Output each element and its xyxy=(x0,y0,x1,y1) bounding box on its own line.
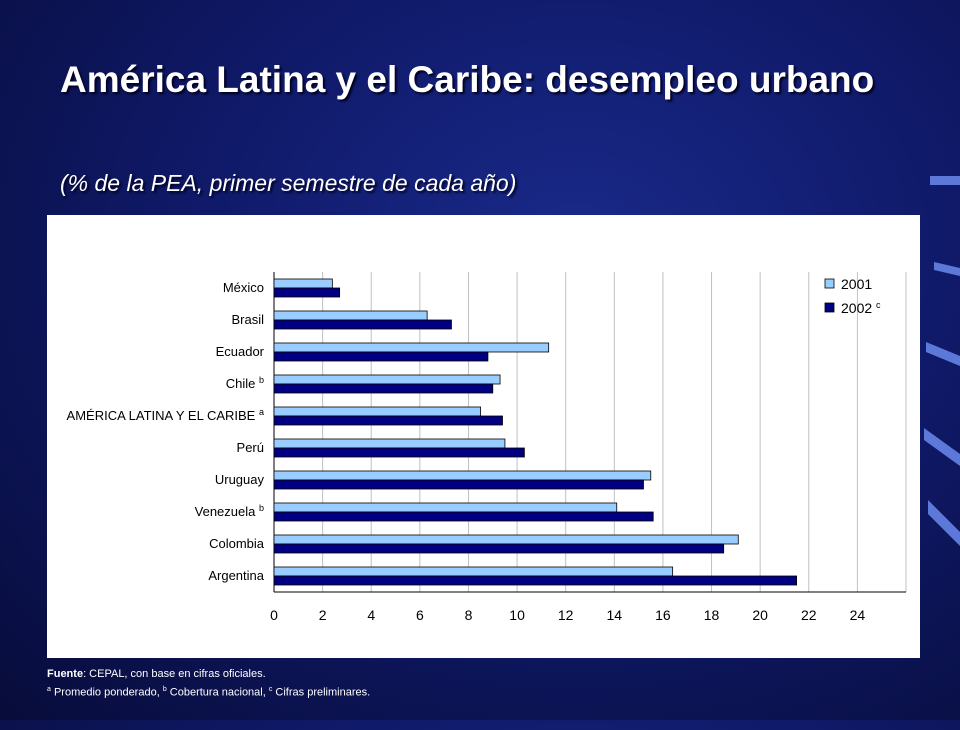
bar-2002 xyxy=(273,415,503,426)
x-tick-label: 6 xyxy=(416,607,424,623)
bar-2001 xyxy=(273,534,739,545)
footer-note-mark: c xyxy=(268,686,273,693)
category-label: Colombia xyxy=(209,536,265,551)
deco-stripe xyxy=(934,262,960,276)
bar-2002 xyxy=(273,511,654,522)
deco-stripe xyxy=(928,500,960,546)
bar-2002 xyxy=(273,447,525,458)
deco-stripe xyxy=(926,342,960,366)
deco-stripe xyxy=(930,176,960,185)
x-tick-label: 12 xyxy=(558,607,574,623)
slide-title: América Latina y el Caribe: desempleo ur… xyxy=(60,59,875,100)
legend-swatch xyxy=(824,302,835,313)
legend-swatch xyxy=(824,278,835,289)
footer-note-mark: a xyxy=(47,686,51,693)
bar-2001 xyxy=(273,438,506,449)
footer-source: Fuente: CEPAL, con base en cifras oficia… xyxy=(47,667,370,682)
x-tick-label: 24 xyxy=(850,607,866,623)
footer-note-text: Promedio ponderado, xyxy=(50,686,163,699)
bar-2001 xyxy=(273,278,333,289)
bar-2001 xyxy=(273,374,501,385)
footer: Fuente: CEPAL, con base en cifras oficia… xyxy=(47,667,370,701)
category-label: Ecuador xyxy=(216,344,265,359)
category-label: AMÉRICA LATINA Y EL CARIBE a xyxy=(67,407,264,423)
bar-2002 xyxy=(273,351,489,362)
footer-notes: a Promedio ponderado, b Cobertura nacion… xyxy=(47,682,370,701)
footer-source-label: Fuente xyxy=(47,668,84,680)
decorative-stripes xyxy=(924,176,960,546)
category-label: Argentina xyxy=(208,568,264,583)
chart-panel: 0 2 4 6 8 10 12 14 16 18 20 22 24 México Brasil Ecuador… xyxy=(47,215,920,658)
x-tick-label: 4 xyxy=(367,607,375,623)
deco-stripe xyxy=(924,428,960,466)
x-tick-label: 16 xyxy=(655,607,671,623)
x-tick-label: 14 xyxy=(607,607,623,623)
bar-2001 xyxy=(273,566,674,577)
x-tick-label: 0 xyxy=(270,607,278,623)
category-label: Uruguay xyxy=(215,472,265,487)
category-label: Venezuela b xyxy=(195,503,264,519)
category-note: a xyxy=(259,407,264,417)
bar-2002 xyxy=(273,383,494,394)
bar-chart: 0 2 4 6 8 10 12 14 16 18 20 22 24MéxicoBrasilEcuador… xyxy=(67,272,907,623)
bar-2001 xyxy=(273,502,618,513)
x-tick-label: 22 xyxy=(801,607,817,623)
bar-2002 xyxy=(273,287,341,298)
category-label: Brasil xyxy=(231,312,264,327)
x-tick-label: 8 xyxy=(465,607,473,623)
bar-2001 xyxy=(273,406,482,417)
bar-2002 xyxy=(273,543,725,554)
x-tick-label: 2 xyxy=(319,607,327,623)
bar-2001 xyxy=(273,310,428,321)
category-note: b xyxy=(259,375,264,385)
footer-source-text: : CEPAL, con base en cifras oficiales. xyxy=(83,668,266,680)
footer-note-text: Cobertura nacional, xyxy=(166,686,269,699)
bar-2002 xyxy=(273,575,798,586)
x-tick-label: 20 xyxy=(752,607,768,623)
bar-2002 xyxy=(273,479,644,490)
category-note: b xyxy=(259,503,264,513)
slide-subtitle: (% de la PEA, primer semestre de cada añ… xyxy=(60,170,517,196)
category-label: Chile b xyxy=(226,375,264,391)
footer-note-mark: b xyxy=(162,686,167,693)
x-tick-label: 18 xyxy=(704,607,720,623)
x-tick-label: 10 xyxy=(509,607,525,623)
legend-label: 2001 xyxy=(841,276,872,292)
footer-note-text: Cifras preliminares. xyxy=(272,686,371,699)
legend-label: 2002 c xyxy=(841,300,881,316)
legend-note: c xyxy=(876,300,881,310)
bar-2001 xyxy=(273,470,652,481)
category-label: México xyxy=(223,280,264,295)
category-label: Perú xyxy=(237,440,264,455)
bar-2002 xyxy=(273,319,452,330)
bar-2001 xyxy=(273,342,550,353)
